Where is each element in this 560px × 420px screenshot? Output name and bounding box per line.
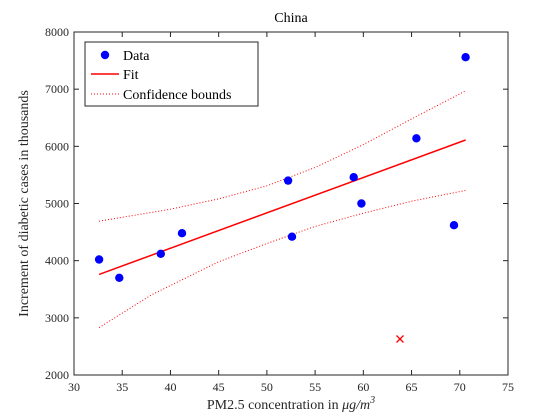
legend: Data Fit Confidence bounds (84, 41, 259, 107)
legend-label: Data (123, 49, 150, 64)
x-axis-label: PM2.5 concentration in μg/m3 (207, 395, 375, 413)
x-tick-label: 35 (116, 380, 128, 394)
y-axis-label: Increment of diabetic cases in thousands (17, 90, 32, 317)
x-axis-label-text: PM2.5 concentration in (207, 398, 342, 413)
legend-label: Fit (123, 68, 139, 83)
y-tick-label: 6000 (45, 139, 69, 153)
y-tick-label: 5000 (45, 197, 69, 211)
y-tick-label: 4000 (45, 254, 69, 268)
x-tick-label: 65 (406, 380, 418, 394)
data-point (349, 173, 358, 182)
chart-marks (94, 53, 470, 343)
data-point (156, 249, 165, 258)
y-tick-label: 2000 (45, 368, 69, 382)
x-axis-label-exponent: 3 (369, 395, 375, 406)
x-tick-label: 60 (357, 380, 369, 394)
x-tick-label: 30 (68, 380, 80, 394)
y-tick-label: 8000 (45, 25, 69, 39)
y-tick-label: 3000 (45, 311, 69, 325)
axes (73, 31, 509, 376)
x-axis-label-unit: μg/m (341, 398, 370, 413)
x-tick-label: 70 (454, 380, 466, 394)
legend-label: Confidence bounds (123, 88, 231, 103)
x-tick-label: 45 (213, 380, 225, 394)
excluded-point (396, 335, 404, 343)
data-point (177, 229, 187, 238)
y-tick-label: 7000 (45, 82, 69, 96)
data-point (461, 53, 470, 62)
tick-labels: 30 35 40 45 50 55 60 65 70 75 2000 3000 4000 5000 6000… (45, 25, 514, 394)
legend-data-marker (100, 50, 110, 60)
x-tick-label: 55 (309, 380, 321, 394)
data-point (283, 176, 293, 185)
data-point (94, 255, 104, 264)
data-point (412, 134, 421, 143)
data-point (115, 273, 124, 282)
chart-title: China (274, 11, 308, 26)
x-tick-label: 50 (261, 380, 273, 394)
x-tick-label: 40 (164, 380, 176, 394)
excluded-point-stroke (396, 335, 404, 343)
data-point (357, 199, 366, 208)
data-point (449, 221, 459, 230)
x-tick-label: 75 (502, 380, 514, 394)
data-point (287, 232, 297, 241)
